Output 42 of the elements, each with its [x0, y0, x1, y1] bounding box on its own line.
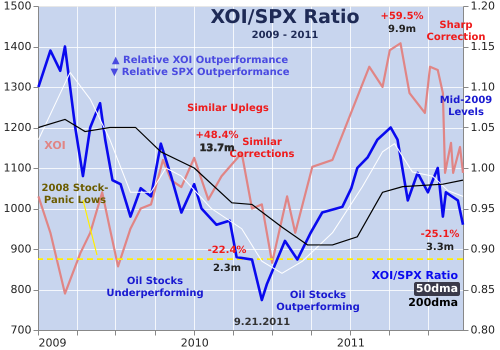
y2-tick-label: 0.95: [470, 202, 495, 215]
y-tick-label: 1400: [4, 40, 32, 53]
y-tick-label: 1100: [4, 162, 32, 174]
y2-tick-label: 1.05: [470, 121, 495, 134]
text: 200dma: [408, 296, 458, 309]
y-tick-label: 1000: [4, 202, 32, 215]
y-tick-label: 1500: [4, 0, 32, 12]
y2-tick-label: 0.85: [470, 283, 495, 296]
annotation: 3.3m: [426, 242, 454, 253]
annotation: Mid-2009 Levels: [440, 95, 492, 118]
x-tick-label: 2011: [336, 336, 365, 350]
y2-tick-label: 1.00: [470, 162, 495, 174]
annotation: Oil Stocks Underperforming: [106, 276, 204, 299]
annotation: +59.5%: [380, 11, 424, 22]
y2-tick-label: 0.80: [470, 324, 495, 336]
y-tick-label: 1200: [4, 121, 32, 134]
chart-title: XOI/SPX Ratio: [210, 6, 360, 28]
x-tick-label: 2010: [180, 336, 209, 350]
annotation: 2.3m: [212, 263, 242, 274]
x-tick-label: 2009: [38, 336, 66, 350]
y2-tick-label: 0.90: [470, 242, 495, 256]
annotation: 9.9m: [388, 24, 416, 35]
text: 50dma: [416, 282, 458, 295]
text: XOI/SPX Ratio: [372, 269, 458, 282]
annotation: -25.1%: [420, 229, 460, 240]
annotation: 9.21.2011: [234, 317, 290, 328]
annotation: Similar Uplegs: [187, 103, 269, 114]
annotation: Sharp Correction: [426, 20, 486, 43]
annotation: ▼ Relative SPX Outperformance: [110, 67, 290, 78]
text: 2009 - 2011: [252, 30, 318, 41]
annotation: Oil Stocks Outperforming: [276, 290, 360, 313]
y-tick-label: 1300: [4, 80, 32, 94]
text: XOI: [44, 139, 66, 152]
annotation: +48.4%: [195, 130, 239, 141]
y2-tick-label: 1.10: [470, 80, 495, 94]
ref-line-label: 2008 Stock- Panic Lows: [42, 183, 108, 206]
y2-tick-label: 1.20: [470, 0, 495, 12]
annotation: ▲ Relative XOI Outperformance: [112, 55, 288, 66]
y-tick-label: 700: [10, 324, 32, 336]
y-tick-label: 800: [10, 283, 32, 296]
y-tick-label: 900: [10, 242, 32, 256]
y2-tick-label: 1.15: [470, 40, 495, 53]
